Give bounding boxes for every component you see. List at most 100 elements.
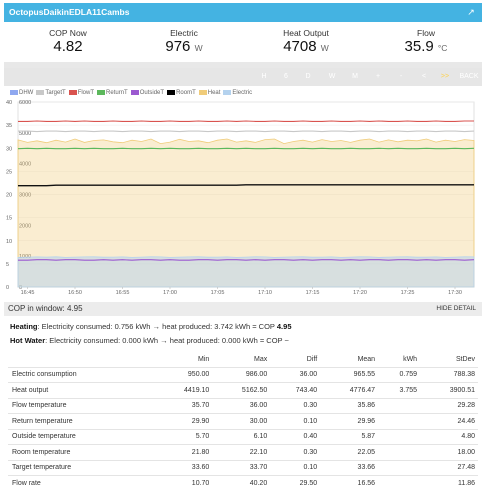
cell-min: 10.70 xyxy=(154,475,213,491)
x-tick-label: 17:10 xyxy=(258,290,272,296)
stat-heat-output: Heat Output 4708 W xyxy=(256,28,356,57)
stat-unit: W xyxy=(320,43,329,53)
legend-label: OutsideT xyxy=(139,90,165,97)
cell-stdev: 11.86 xyxy=(420,475,478,491)
table-row: Room temperature 21.80 22.10 0.30 22.05 18.00 xyxy=(8,444,478,460)
legend-item[interactable]: OutsideT xyxy=(130,90,165,97)
app-titlebar: OctopusDaikinEDLA11Cambs ↗ xyxy=(4,3,482,22)
legend-item[interactable]: DHW xyxy=(10,90,33,96)
cell-min: 5.70 xyxy=(154,428,213,445)
week-button[interactable]: W xyxy=(328,73,336,80)
legend-item[interactable]: FlowT xyxy=(68,90,94,96)
cell-mean: 22.05 xyxy=(320,444,379,460)
legend-label: DHW xyxy=(19,90,34,97)
time-toolbar: H 6 D W M + - < >> BACK xyxy=(4,68,482,86)
stat-label: Electric xyxy=(170,28,198,38)
legend-item[interactable]: Electric xyxy=(223,90,252,96)
table-row: Heat output 4419.10 5162.50 743.40 4776.47 3.… xyxy=(8,382,478,398)
series-roomt-line xyxy=(18,184,474,187)
cell-min: 35.70 xyxy=(154,397,213,414)
month-button[interactable]: M xyxy=(352,73,358,80)
heating-text: : Electricity consumed: 0.756 kWh → heat… xyxy=(37,322,275,331)
y-left-tick-label: 10 xyxy=(6,239,12,245)
cell-name: Flow temperature xyxy=(8,397,155,414)
hide-detail-button[interactable]: HIDE DETAIL xyxy=(436,305,476,312)
separator xyxy=(4,62,482,68)
six-hour-button[interactable]: 6 xyxy=(284,73,288,80)
cell-kwh xyxy=(378,397,421,414)
legend-item[interactable]: ReturnT xyxy=(97,90,128,96)
legend-swatch xyxy=(223,90,232,95)
zoom-out-button[interactable]: - xyxy=(399,73,403,80)
y-right-tick-label: 3000 xyxy=(19,193,31,199)
power-temperature-chart: 0510152025303540010002000300040005000600… xyxy=(6,100,475,296)
y-left-tick-label: 15 xyxy=(6,216,12,222)
cell-max: 5162.50 xyxy=(212,382,271,398)
legend-label: Electric xyxy=(232,90,253,97)
y-right-tick-label: 5000 xyxy=(19,131,31,137)
col-header-min: Min xyxy=(198,355,210,363)
legend-swatch xyxy=(198,90,207,95)
cell-diff: 0.10 xyxy=(270,413,321,429)
cell-mean: 35.86 xyxy=(320,397,379,414)
y-left-tick-label: 20 xyxy=(6,193,12,199)
x-tick-label: 17:30 xyxy=(448,290,462,296)
stat-label: Heat Output xyxy=(283,28,329,38)
cop-window-value: 4.95 xyxy=(67,304,83,313)
day-button[interactable]: D xyxy=(305,73,311,80)
legend-item[interactable]: RoomT xyxy=(167,90,196,96)
stat-unit: W xyxy=(194,43,203,53)
cell-diff: 29.50 xyxy=(270,475,321,491)
cop-window-label: COP in window: xyxy=(8,304,65,313)
heating-label: Heating xyxy=(10,322,38,331)
table-row: Outside temperature 5.70 6.10 0.40 5.87 4.80 xyxy=(8,428,478,445)
hour-button[interactable]: H xyxy=(261,73,267,80)
cell-name: Electric consumption xyxy=(8,366,155,383)
cell-name: Return temperature xyxy=(8,413,155,429)
stats-panel: COP Now 4.82 Electric 976 W Heat Output … xyxy=(4,22,482,62)
y-right-tick-label: 4000 xyxy=(19,162,31,168)
x-tick-label: 16:50 xyxy=(68,290,82,296)
cell-min: 33.60 xyxy=(154,459,213,476)
cell-name: Flow rate xyxy=(8,475,155,491)
cell-kwh xyxy=(378,413,421,429)
table-header-row: Min Max Diff Mean kWh StDev xyxy=(8,352,478,367)
y-right-tick-label: 2000 xyxy=(19,223,31,229)
pan-right-button[interactable]: >> xyxy=(440,73,450,80)
col-header-max: Max xyxy=(254,355,268,363)
external-link-icon[interactable]: ↗ xyxy=(467,7,475,17)
stat-value: 4.82 xyxy=(53,38,83,55)
series-outsidet-line xyxy=(18,259,475,261)
stat-value: 976 xyxy=(165,38,191,55)
x-tick-label: 16:55 xyxy=(116,290,130,296)
legend-swatch xyxy=(68,90,77,95)
cop-window-bar: COP in window: 4.95 HIDE DETAIL xyxy=(4,302,482,316)
col-header-stdev: StDev xyxy=(455,355,475,363)
y-left-tick-label: 30 xyxy=(6,146,12,152)
col-header-diff: Diff xyxy=(306,355,318,363)
cell-name: Room temperature xyxy=(8,444,155,460)
legend-item[interactable]: Heat xyxy=(198,90,220,96)
legend-swatch xyxy=(167,90,176,95)
x-tick-label: 17:25 xyxy=(401,290,415,296)
cell-diff: 0.40 xyxy=(270,428,321,445)
back-button[interactable]: BACK xyxy=(459,73,479,80)
cell-kwh: 3.755 xyxy=(378,382,421,398)
cell-kwh xyxy=(378,428,421,445)
cell-kwh xyxy=(378,459,421,476)
stat-value: 4708 xyxy=(283,38,317,55)
zoom-in-button[interactable]: + xyxy=(375,73,381,80)
stat-label: COP Now xyxy=(49,28,87,38)
hot-water-text: : Electricity consumed: 0.000 kWh → heat… xyxy=(45,336,289,345)
pan-left-button[interactable]: < xyxy=(421,73,427,80)
cell-max: 986.00 xyxy=(212,366,271,383)
y-left-tick-label: 0 xyxy=(6,285,9,291)
col-header-kwh: kWh xyxy=(403,355,418,363)
heating-summary: Heating: Electricity consumed: 0.756 kWh… xyxy=(10,322,292,331)
legend-swatch xyxy=(130,90,139,95)
cell-max: 30.00 xyxy=(212,413,271,429)
cell-mean: 4776.47 xyxy=(320,382,379,398)
legend-item[interactable]: TargetT xyxy=(36,90,66,97)
legend-label: TargetT xyxy=(45,90,66,97)
table-row: Return temperature 29.90 30.00 0.10 29.96 24.… xyxy=(8,413,478,429)
